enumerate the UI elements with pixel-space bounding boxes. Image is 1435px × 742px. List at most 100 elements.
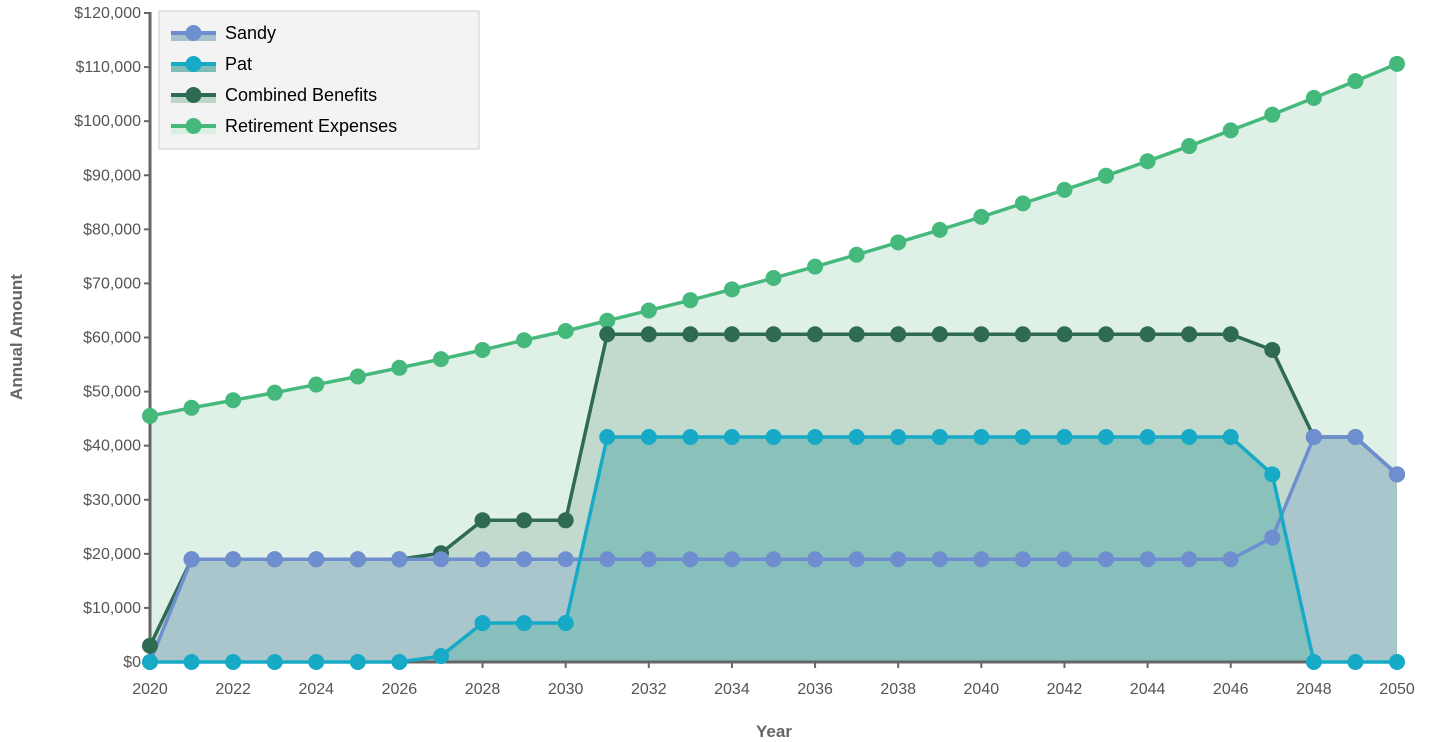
retirement-expenses-point bbox=[973, 208, 990, 225]
sandy-point bbox=[474, 551, 491, 568]
sandy-point bbox=[1056, 551, 1073, 568]
x-tick-label: 2020 bbox=[132, 681, 168, 698]
combined-benefits-point bbox=[890, 326, 907, 343]
combined-benefits-point bbox=[765, 326, 782, 343]
pat-point bbox=[599, 429, 616, 446]
retirement-expenses-point bbox=[807, 258, 824, 275]
pat-point bbox=[391, 654, 408, 670]
pat-point bbox=[1264, 466, 1281, 483]
retirement-expenses-point bbox=[1098, 167, 1115, 184]
retirement-expenses-point bbox=[1389, 55, 1405, 72]
pat-point bbox=[474, 615, 491, 632]
retirement-expenses-point bbox=[890, 234, 907, 251]
pat-point bbox=[682, 429, 699, 446]
retirement-expenses-point bbox=[308, 376, 325, 393]
sandy-point bbox=[682, 551, 699, 568]
retirement-expenses-point bbox=[1181, 138, 1198, 155]
y-tick-label: $90,000 bbox=[83, 167, 141, 184]
x-tick-label: 2024 bbox=[298, 681, 334, 698]
retirement-expenses-point bbox=[1056, 181, 1073, 198]
combined-benefits-point bbox=[599, 326, 616, 343]
combined-benefits-point bbox=[474, 512, 491, 529]
x-tick-label: 2028 bbox=[465, 681, 501, 698]
pat-point bbox=[1347, 654, 1364, 670]
retirement-expenses-point bbox=[1139, 153, 1156, 170]
sandy-point bbox=[516, 551, 533, 568]
retirement-expenses-point bbox=[640, 302, 657, 319]
pat-point bbox=[225, 654, 242, 670]
pat-point bbox=[1139, 429, 1156, 446]
retirement-expenses-point bbox=[682, 292, 699, 309]
sandy-point bbox=[1222, 551, 1239, 568]
sandy-point bbox=[432, 551, 449, 568]
retirement-expenses-point bbox=[599, 312, 616, 329]
retirement-expenses-point bbox=[765, 270, 782, 287]
retirement-expenses-point bbox=[266, 384, 283, 401]
retirement-expenses-point bbox=[391, 359, 408, 376]
combined-benefits-point bbox=[723, 326, 740, 343]
retirement-expenses-point bbox=[1264, 106, 1281, 123]
x-axis-title: Year bbox=[756, 722, 792, 741]
y-tick-label: $100,000 bbox=[74, 113, 141, 130]
x-tick-label: 2040 bbox=[964, 681, 1000, 698]
pat-point bbox=[640, 429, 657, 446]
pat-point bbox=[142, 654, 158, 670]
retirement-expenses-point bbox=[848, 246, 865, 263]
y-tick-label: $60,000 bbox=[83, 330, 141, 347]
x-tick-label: 2044 bbox=[1130, 681, 1166, 698]
retirement-expenses-point bbox=[723, 281, 740, 298]
sandy-point bbox=[308, 551, 325, 568]
sandy-point bbox=[1347, 429, 1364, 446]
combined-benefits-legend-marker bbox=[185, 87, 202, 103]
sandy-point bbox=[807, 551, 824, 568]
sandy-point bbox=[1098, 551, 1115, 568]
pat-point bbox=[1014, 429, 1031, 446]
sandy-point bbox=[723, 551, 740, 568]
combined-benefits-point bbox=[1098, 326, 1115, 343]
combined-benefits-point bbox=[142, 637, 158, 654]
pat-point bbox=[349, 654, 366, 670]
x-tick-label: 2036 bbox=[797, 681, 833, 698]
x-tick-label: 2034 bbox=[714, 681, 750, 698]
sandy-point bbox=[848, 551, 865, 568]
combined-benefits-point bbox=[1056, 326, 1073, 343]
sandy-point bbox=[1014, 551, 1031, 568]
combined-benefits-point bbox=[973, 326, 990, 343]
y-tick-label: $20,000 bbox=[83, 546, 141, 563]
sandy-point bbox=[973, 551, 990, 568]
retirement-expenses-legend-marker bbox=[185, 118, 202, 134]
combined-benefits-point bbox=[1222, 326, 1239, 343]
pat-point bbox=[1222, 429, 1239, 446]
combined-benefits-point bbox=[807, 326, 824, 343]
pat-legend-label: Pat bbox=[225, 54, 252, 74]
pat-point bbox=[308, 654, 325, 670]
pat-point bbox=[1305, 654, 1322, 670]
retirement-expenses-point bbox=[1347, 73, 1364, 90]
pat-point bbox=[848, 429, 865, 446]
sandy-point bbox=[1264, 529, 1281, 546]
sandy-point bbox=[1389, 466, 1405, 483]
sandy-point bbox=[349, 551, 366, 568]
pat-point bbox=[183, 654, 200, 670]
combined-benefits-point bbox=[848, 326, 865, 343]
x-tick-label: 2046 bbox=[1213, 681, 1249, 698]
combined-benefits-point bbox=[1014, 326, 1031, 343]
sandy-point bbox=[225, 551, 242, 568]
sandy-legend-marker bbox=[185, 25, 202, 41]
sandy-point bbox=[557, 551, 574, 568]
y-tick-label: $30,000 bbox=[83, 492, 141, 509]
x-tick-label: 2032 bbox=[631, 681, 667, 698]
combined-benefits-point bbox=[1139, 326, 1156, 343]
sandy-point bbox=[1305, 429, 1322, 446]
retirement-expenses-point bbox=[931, 221, 948, 238]
retirement-expenses-point bbox=[225, 392, 242, 409]
x-tick-label: 2030 bbox=[548, 681, 584, 698]
sandy-point bbox=[765, 551, 782, 568]
retirement-expenses-point bbox=[474, 341, 491, 358]
pat-point bbox=[557, 615, 574, 632]
retirement-expenses-point bbox=[1222, 122, 1239, 139]
retirement-expenses-point bbox=[1305, 89, 1322, 106]
y-tick-label: $70,000 bbox=[83, 275, 141, 292]
sandy-point bbox=[266, 551, 283, 568]
